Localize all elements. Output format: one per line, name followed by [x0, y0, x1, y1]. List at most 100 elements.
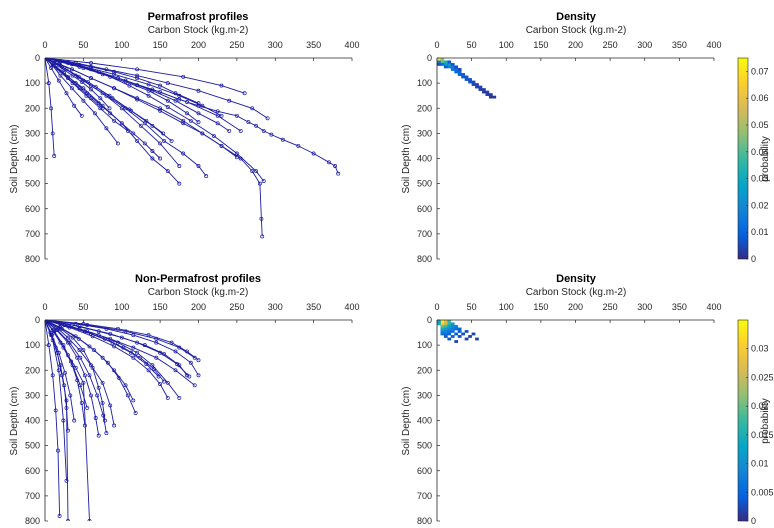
data-point [89, 61, 93, 65]
data-point [108, 74, 113, 79]
x-tick-label: 50 [78, 302, 88, 312]
data-point [96, 433, 101, 438]
data-point [181, 118, 186, 123]
y-tick-label: 0 [427, 53, 432, 63]
heatmap-cell [457, 335, 462, 338]
data-point [181, 151, 186, 156]
data-point [131, 398, 136, 403]
y-tick-label: 0 [35, 53, 40, 63]
data-point [64, 91, 69, 96]
y-tick-label: 300 [417, 390, 432, 400]
x-tick-label: 400 [706, 40, 721, 50]
data-point [296, 143, 301, 148]
heatmap-cell [454, 332, 459, 336]
heatmap-cell [454, 327, 459, 331]
y-axis-label: Soil Depth (cm) [401, 387, 412, 456]
data-point [112, 86, 117, 91]
y-tick-labels: 0 100 200 300 400 500 600 700 800 [417, 53, 440, 264]
colorbar-label: probability [760, 136, 771, 182]
data-point [280, 137, 285, 142]
x-tick-label: 300 [637, 40, 652, 50]
data-point [62, 383, 67, 388]
data-point [67, 325, 72, 330]
data-point [260, 234, 265, 239]
data-point [119, 121, 124, 126]
data-point [135, 340, 140, 345]
colorbar-gradient [737, 319, 749, 522]
heatmap-cell [450, 327, 455, 331]
data-point [227, 98, 232, 103]
x-axis-label: Carbon Stock (kg.m-2) [526, 287, 627, 298]
heatmap-cell [440, 330, 445, 333]
data-point [53, 408, 58, 413]
colorbar-tick-label: 0 [751, 516, 756, 526]
colorbar-label: probability [760, 398, 771, 444]
data-point [76, 74, 81, 79]
data-point [158, 83, 163, 88]
data-point [196, 88, 201, 93]
data-point [79, 113, 84, 118]
data-point [125, 128, 130, 133]
data-point [104, 126, 109, 131]
heatmap-cell [437, 63, 441, 66]
data-point [107, 106, 112, 111]
data-point [150, 156, 155, 161]
x-tick-label: 0 [42, 40, 47, 50]
data-point [200, 131, 205, 136]
data-point [146, 82, 151, 87]
colorbar-tick-label: 0.025 [751, 372, 774, 382]
data-point [188, 118, 193, 123]
data-point [265, 116, 270, 121]
data-point [56, 368, 61, 373]
heatmap-cell [443, 320, 448, 323]
data-point [116, 375, 121, 380]
data-point [158, 141, 163, 146]
data-point [250, 169, 255, 174]
heatmap-cell [461, 75, 465, 79]
data-point [333, 164, 338, 168]
data-point [57, 514, 62, 518]
data-point [336, 171, 341, 176]
data-point [125, 393, 130, 398]
heatmap-cell [471, 332, 476, 336]
series-line [45, 320, 169, 399]
data-point [146, 368, 151, 373]
data-point [246, 120, 251, 125]
data-point [185, 111, 189, 116]
data-point [311, 151, 316, 156]
data-point [56, 350, 61, 355]
data-point [177, 164, 182, 168]
data-point [81, 348, 86, 353]
panel-non-permafrost-profiles: Non-Permafrost profiles Carbon Stock (kg… [9, 273, 360, 526]
data-point [135, 97, 140, 102]
data-point [152, 367, 156, 371]
x-tick-label: 350 [306, 40, 321, 50]
heatmap-cell [437, 58, 441, 61]
y-tick-label: 500 [25, 441, 40, 451]
series-line [45, 58, 238, 158]
data-point [81, 66, 86, 70]
data-point [173, 368, 178, 373]
x-tick-label: 100 [499, 40, 514, 50]
data-point [70, 81, 75, 86]
chart-title: Permafrost profiles [148, 11, 249, 23]
data-point [104, 431, 109, 436]
data-point [112, 344, 117, 349]
colorbar-gradient [737, 57, 749, 260]
x-tick-label: 200 [568, 40, 583, 50]
heatmap-cell [457, 327, 462, 331]
series-line [45, 320, 137, 414]
series-line [45, 320, 195, 386]
series-line [45, 320, 195, 359]
y-axis-label: Soil Depth (cm) [9, 387, 20, 456]
y-tick-label: 600 [25, 466, 40, 476]
data-point [250, 106, 255, 111]
y-tick-labels: 0 100 200 300 400 500 600 700 800 [25, 315, 48, 526]
data-point [95, 393, 100, 398]
heatmap-cell [443, 332, 448, 336]
x-tick-label: 250 [229, 40, 244, 50]
data-point [90, 334, 95, 339]
data-point [112, 72, 117, 77]
data-point [70, 73, 75, 78]
data-point [101, 413, 106, 418]
